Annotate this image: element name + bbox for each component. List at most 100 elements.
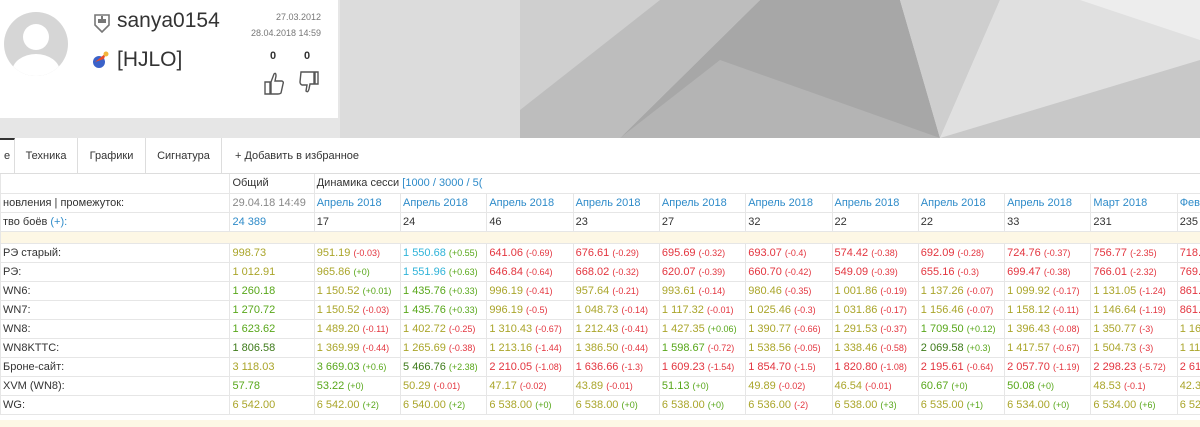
stat-delta: (-0.37): [1043, 247, 1071, 258]
stat-value: 724.76: [1007, 246, 1041, 259]
stat-delta: (-0.58): [880, 342, 907, 353]
stat-value: 1 025.46: [748, 303, 792, 316]
stat-cell: 1 099.92 (-0.17): [1004, 281, 1092, 301]
stat-delta: (-0.66): [794, 323, 821, 334]
stat-value: 1 396.43: [1007, 322, 1050, 335]
stat-cell: 980.46 (-0.35): [745, 281, 833, 301]
stat-delta: (-1.08): [535, 361, 562, 372]
battles-cell: 22: [917, 212, 1006, 232]
battles-cell: 23: [572, 212, 660, 232]
tab-vehicles[interactable]: Техника: [15, 138, 78, 174]
stat-cell: 957.64 (-0.21): [572, 281, 660, 301]
stat-delta: (-0.39): [871, 266, 898, 277]
horizontal-scrollbar[interactable]: [0, 420, 1200, 427]
thumbs-up-icon[interactable]: [263, 70, 285, 96]
stat-cell: 1 709.50 (+0.12): [917, 319, 1006, 339]
stat-cell: 1 025.46 (-0.3): [745, 300, 833, 320]
month-cell[interactable]: Феврал: [1176, 193, 1200, 213]
month-cell[interactable]: Апрель 2018: [486, 193, 574, 213]
stat-cell: 1 158.12 (-0.11): [1004, 300, 1092, 320]
clan-emblem-icon[interactable]: [90, 50, 112, 70]
stat-total: 1 012.91: [229, 262, 315, 282]
update-date: 29.04.18 14:49: [229, 193, 315, 213]
stat-value: 3 669.03: [316, 360, 360, 373]
stat-cell: 6 540.00 (+2): [400, 395, 488, 415]
stat-cell: 1 402.72 (-0.25): [400, 319, 488, 339]
month-cell[interactable]: Апрель 2018: [658, 193, 747, 213]
battles-cell: 27: [658, 212, 747, 232]
thumbs-down-icon[interactable]: [297, 70, 319, 96]
player-nickname[interactable]: sanya0154: [117, 9, 220, 32]
stat-cell: 1 538.56 (-0.05): [745, 338, 833, 358]
stat-total: 1 260.18: [229, 281, 315, 301]
stat-cell: 718.31 (: [1176, 243, 1200, 263]
stat-value: 1 117.32: [661, 303, 704, 316]
stat-value: 993.61: [661, 284, 696, 297]
tab-charts[interactable]: Графики: [78, 138, 146, 174]
stat-delta: (-0.14): [621, 304, 649, 315]
tank-icon: [94, 14, 110, 33]
stat-cell: 1 417.57 (-0.67): [1004, 338, 1092, 358]
stat-delta: (-0.02): [778, 380, 806, 391]
stat-delta: (-5.72): [1139, 361, 1166, 372]
stat-cell: 1 489.20 (-0.11): [313, 319, 402, 339]
stat-value: 951.19: [316, 246, 351, 259]
battles-plus-link[interactable]: (+):: [50, 215, 68, 228]
month-cell[interactable]: Апрель 2018: [313, 193, 402, 213]
stat-delta: (-2): [794, 399, 809, 410]
stat-value: 996.19: [489, 303, 523, 316]
stat-value: 1 427.35: [661, 322, 705, 335]
add-to-favorites-button[interactable]: + Добавить в избранное: [234, 150, 360, 162]
battles-cell: 46: [486, 212, 574, 232]
stat-cell: 2 210.05 (-1.08): [486, 357, 574, 377]
stat-value: 699.47: [1007, 265, 1041, 278]
stat-delta: (+2.38): [448, 361, 478, 372]
tab-overview[interactable]: е: [0, 138, 15, 174]
stat-cell: 2 057.70 (-1.19): [1004, 357, 1092, 377]
stat-value: 965.86: [316, 265, 351, 278]
stat-value: 1 402.72: [403, 322, 446, 335]
stat-cell: 1 131.05 (-1.24): [1090, 281, 1178, 301]
stat-delta: (+0): [1037, 380, 1054, 391]
clan-tag[interactable]: [HJLO]: [117, 48, 183, 71]
stat-cell: 6 536.00 (-2): [745, 395, 833, 415]
stat-delta: (-1.3): [621, 361, 644, 372]
month-cell[interactable]: Апрель 2018: [917, 193, 1006, 213]
month-cell[interactable]: Апрель 2018: [745, 193, 833, 213]
range-selector[interactable]: [1000 / 3000 / 5(: [402, 177, 483, 190]
month-cell[interactable]: Апрель 2018: [400, 193, 488, 213]
stat-cell: 660.70 (-0.42): [745, 262, 833, 282]
stat-value: 574.42: [834, 246, 869, 259]
stat-delta: (-0.41): [621, 323, 649, 334]
month-cell[interactable]: Апрель 2018: [831, 193, 919, 213]
tab-signature[interactable]: Сигнатура: [146, 138, 222, 174]
month-cell[interactable]: Март 2018: [1090, 193, 1178, 213]
stat-delta: (-0.11): [1052, 304, 1079, 315]
stat-cell: 574.42 (-0.38): [831, 243, 919, 263]
stat-delta: (-0.67): [535, 323, 562, 334]
stat-value: 46.54: [834, 379, 863, 392]
profile-banner: sanya0154 [HJLO] 27.03.2012 28.04.2018 1…: [0, 0, 1200, 138]
stat-cell: 724.76 (-0.37): [1004, 243, 1092, 263]
stat-delta: (-2.35): [1130, 247, 1157, 258]
battles-row: тво боёв (+): 24 389 17 24 46 23 27 32 22 22 33 2…: [0, 212, 1200, 232]
stat-value: 766.01: [1093, 265, 1128, 278]
stat-cell: 53.22 (+0): [313, 376, 402, 396]
stat-value: 1 001.86: [834, 284, 878, 297]
month-cell[interactable]: Апрель 2018: [1004, 193, 1092, 213]
stat-value: 49.89: [748, 379, 776, 392]
battles-total[interactable]: 24 389: [229, 212, 315, 232]
stat-delta: (-1.24): [1139, 285, 1166, 296]
stat-cell: 48.53 (-0.1): [1090, 376, 1178, 396]
stat-value: 1 504.73: [1093, 341, 1137, 354]
stat-row: Броне-сайт: 3 118.03 3 669.03 (+0.6) 5 466.…: [0, 357, 1200, 377]
month-cell[interactable]: Апрель 2018: [572, 193, 660, 213]
stat-delta: (+0.33): [448, 285, 478, 296]
update-row: новления | промежуток: 29.04.18 14:49 Ап…: [0, 193, 1200, 213]
stat-delta: (+0): [951, 380, 968, 391]
stat-delta: (-0.01): [865, 380, 892, 391]
profile-tabs: е Техника Графики Сигнатура + Добавить в…: [0, 138, 1200, 174]
stat-cell: 51.13 (+0): [658, 376, 747, 396]
stat-value: 1 146.64: [1093, 303, 1137, 316]
stat-total: 998.73: [229, 243, 315, 263]
